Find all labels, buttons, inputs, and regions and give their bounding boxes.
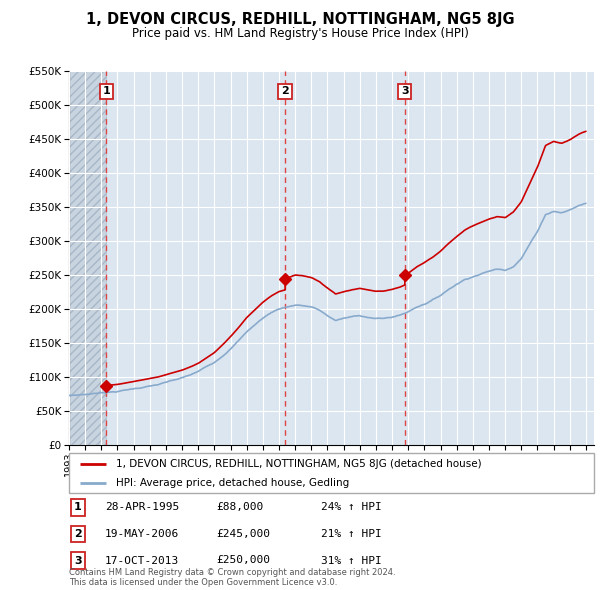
Text: 3: 3 (401, 86, 409, 96)
Text: 17-OCT-2013: 17-OCT-2013 (105, 556, 179, 565)
Text: 1, DEVON CIRCUS, REDHILL, NOTTINGHAM, NG5 8JG: 1, DEVON CIRCUS, REDHILL, NOTTINGHAM, NG… (86, 12, 514, 27)
Text: Price paid vs. HM Land Registry's House Price Index (HPI): Price paid vs. HM Land Registry's House … (131, 27, 469, 40)
Text: 2: 2 (281, 86, 289, 96)
Text: 24% ↑ HPI: 24% ↑ HPI (321, 503, 382, 512)
Text: 1, DEVON CIRCUS, REDHILL, NOTTINGHAM, NG5 8JG (detached house): 1, DEVON CIRCUS, REDHILL, NOTTINGHAM, NG… (116, 459, 482, 469)
Text: 2: 2 (74, 529, 82, 539)
Text: £88,000: £88,000 (216, 503, 263, 512)
Text: Contains HM Land Registry data © Crown copyright and database right 2024.
This d: Contains HM Land Registry data © Crown c… (69, 568, 395, 587)
Text: HPI: Average price, detached house, Gedling: HPI: Average price, detached house, Gedl… (116, 478, 349, 487)
Text: 1: 1 (103, 86, 110, 96)
Bar (69, 71, 106, 445)
Text: 3: 3 (74, 556, 82, 565)
Text: 28-APR-1995: 28-APR-1995 (105, 503, 179, 512)
Text: 19-MAY-2006: 19-MAY-2006 (105, 529, 179, 539)
Text: 21% ↑ HPI: 21% ↑ HPI (321, 529, 382, 539)
Text: 31% ↑ HPI: 31% ↑ HPI (321, 556, 382, 565)
Bar (69, 71, 106, 445)
Text: £250,000: £250,000 (216, 556, 270, 565)
Text: £245,000: £245,000 (216, 529, 270, 539)
Text: 1: 1 (74, 503, 82, 512)
